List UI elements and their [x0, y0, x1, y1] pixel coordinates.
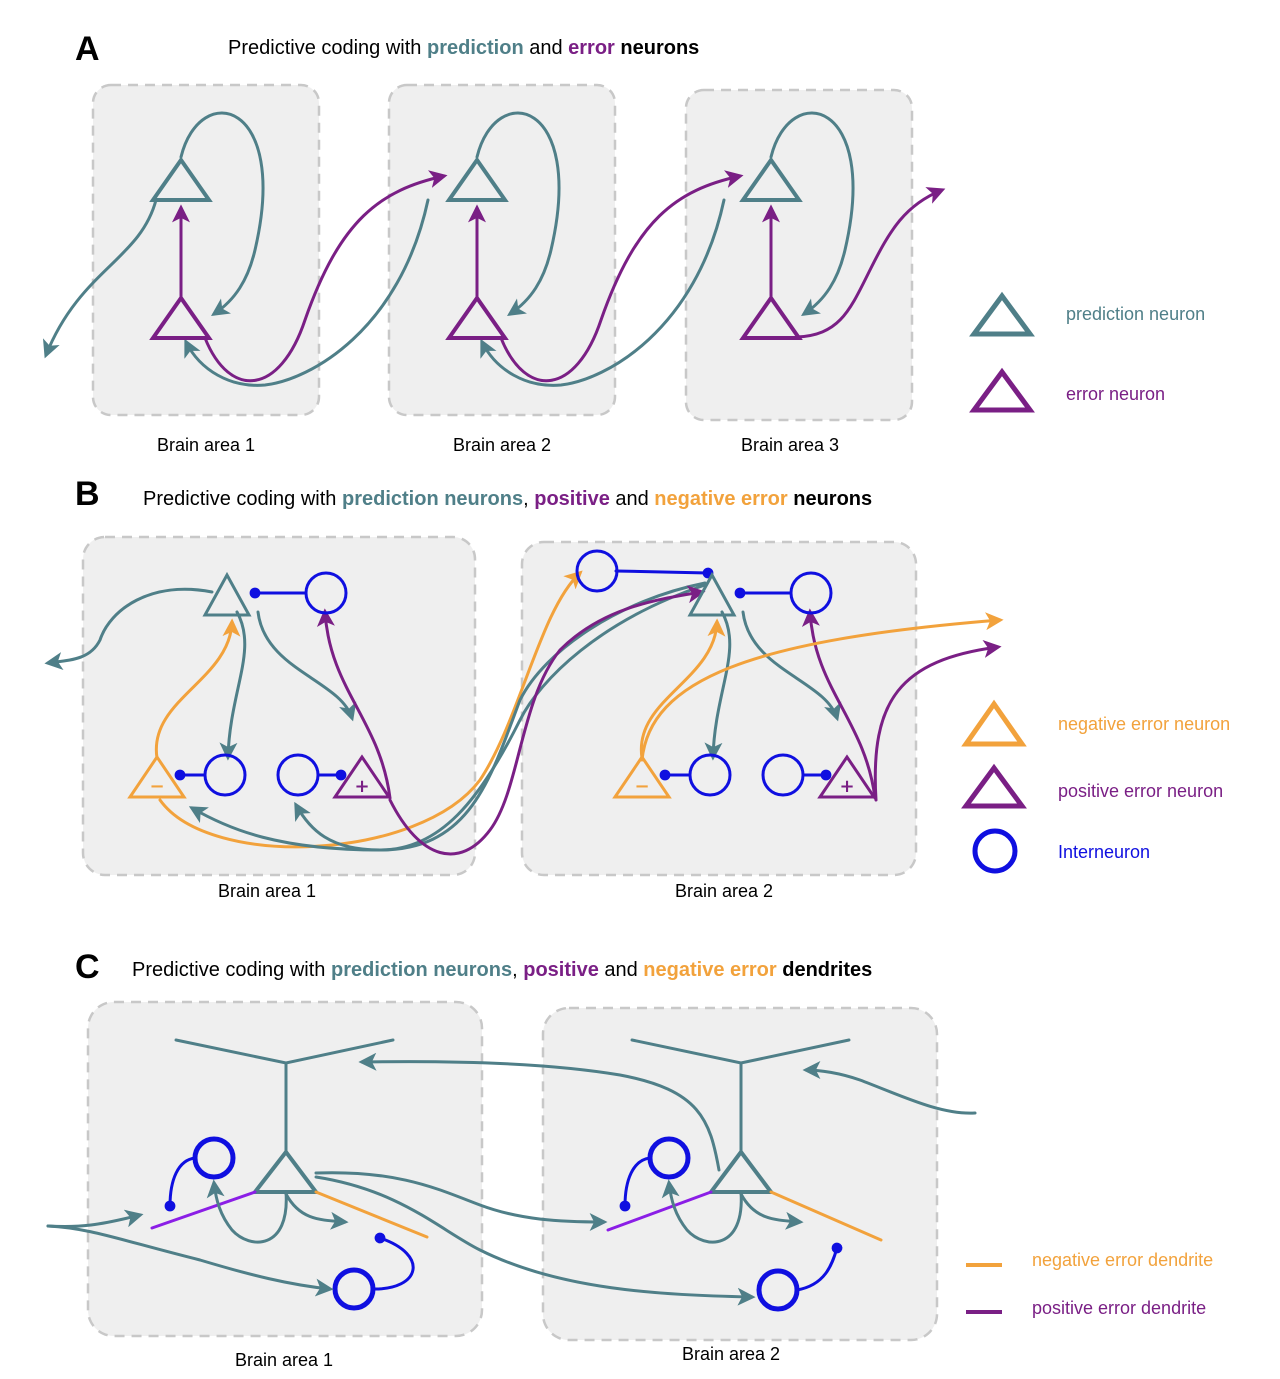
- panel-b-title: Predictive coding with prediction neuron…: [143, 488, 872, 510]
- c-inter-area-connections: [314, 1052, 756, 1306]
- interneuron-area2-top: [789, 571, 833, 615]
- title-segment: negative error: [654, 488, 788, 510]
- legend-error-neuron-icon: [969, 367, 1035, 413]
- panel-b-letter: B: [75, 475, 100, 513]
- panel-c-letter: C: [75, 948, 100, 986]
- negative-error-dendrite-area1: [314, 1190, 429, 1239]
- area-label: Brain area 1: [218, 881, 316, 901]
- interneuron-area1-top: [304, 571, 348, 615]
- interneuron-area2-pos: [761, 753, 805, 797]
- title-segment: neurons: [788, 488, 872, 510]
- brain-area-1-box: [86, 1000, 484, 1338]
- c-area1-neuron: [46, 1038, 429, 1311]
- area1-connections: [43, 111, 448, 387]
- panel-a-letter: A: [75, 30, 100, 68]
- positive-error-neuron-area2: [817, 754, 877, 799]
- plus-sign: +: [839, 776, 854, 797]
- title-segment: and: [524, 37, 568, 59]
- negative-error-neuron-area1: [127, 754, 187, 799]
- interneuron-area2-neg: [688, 753, 732, 797]
- area-label: Brain area 1: [235, 1350, 333, 1370]
- prediction-neuron-area2: [687, 571, 737, 617]
- area-label: Brain area 2: [675, 881, 773, 901]
- legend-label: positive error dendrite: [1032, 1298, 1206, 1318]
- interneuron-area1-pos: [276, 753, 320, 797]
- negative-error-neuron-area2: [612, 754, 672, 799]
- legend-label: negative error neuron: [1058, 714, 1230, 734]
- panel-a-title: Predictive coding with prediction and er…: [228, 37, 699, 59]
- positive-error-dendrite-area2: [606, 1190, 713, 1232]
- positive-error-dendrite-area1: [150, 1190, 257, 1230]
- interneuron-area2-input: [575, 549, 619, 593]
- error-neuron-area3: [739, 294, 803, 340]
- legend-positive-error-neuron-icon: [961, 763, 1027, 809]
- legend-label: positive error neuron: [1058, 781, 1223, 801]
- legend-negative-error-neuron-icon: [961, 699, 1027, 747]
- title-segment: neurons: [615, 37, 699, 59]
- prediction-neuron-area1: [202, 571, 252, 617]
- panel-b: B Predictive coding with prediction neur…: [44, 475, 1230, 901]
- title-segment: and: [610, 488, 654, 510]
- panel-c-title: Predictive coding with prediction neuron…: [132, 959, 872, 981]
- prediction-neuron-area3: [739, 156, 803, 202]
- area-label: Brain area 1: [157, 435, 255, 455]
- legend-interneuron-icon: [972, 828, 1018, 874]
- title-segment: ,: [523, 488, 534, 510]
- title-segment: negative error: [643, 959, 777, 981]
- prediction-neuron-area2: [445, 156, 509, 202]
- title-segment: dendrites: [777, 959, 873, 981]
- prediction-neuron-area1: [149, 156, 213, 202]
- positive-error-neuron-area1: [332, 754, 392, 799]
- title-segment: Predictive coding with: [132, 959, 331, 981]
- b-area1-connections: [44, 570, 707, 856]
- minus-sign: −: [634, 776, 649, 797]
- title-segment: positive: [523, 959, 599, 981]
- interneuron-area1-neg: [203, 753, 247, 797]
- c-area2-neuron: [606, 1038, 977, 1312]
- negative-error-dendrite-area2: [769, 1190, 883, 1242]
- minus-sign: −: [149, 776, 164, 797]
- title-segment: and: [599, 959, 643, 981]
- title-segment: prediction neurons: [331, 959, 512, 981]
- legend-label: error neuron: [1066, 384, 1165, 404]
- error-neuron-area1: [149, 294, 213, 340]
- b-area2-connections: [614, 567, 1004, 802]
- title-segment: prediction neurons: [342, 488, 523, 510]
- plus-sign: +: [354, 776, 369, 797]
- area-label: Brain area 2: [682, 1344, 780, 1364]
- title-segment: Predictive coding with: [143, 488, 342, 510]
- legend-label: negative error dendrite: [1032, 1250, 1213, 1270]
- legend-label: prediction neuron: [1066, 304, 1205, 324]
- title-segment: error: [568, 37, 615, 59]
- legend-label: Interneuron: [1058, 842, 1150, 862]
- panel-c: C Predictive coding with prediction neur…: [46, 948, 1213, 1370]
- title-segment: positive: [534, 488, 610, 510]
- title-segment: ,: [512, 959, 523, 981]
- title-segment: Predictive coding with: [228, 37, 427, 59]
- brain-area-2-box: [541, 1006, 939, 1342]
- area3-connections: [762, 111, 946, 339]
- area-label: Brain area 2: [453, 435, 551, 455]
- panel-a: A Predictive coding with prediction and …: [43, 30, 1205, 455]
- title-segment: prediction: [427, 37, 524, 59]
- error-neuron-area2: [445, 294, 509, 340]
- area2-connections: [468, 111, 744, 387]
- area-label: Brain area 3: [741, 435, 839, 455]
- legend-prediction-neuron-icon: [969, 291, 1035, 337]
